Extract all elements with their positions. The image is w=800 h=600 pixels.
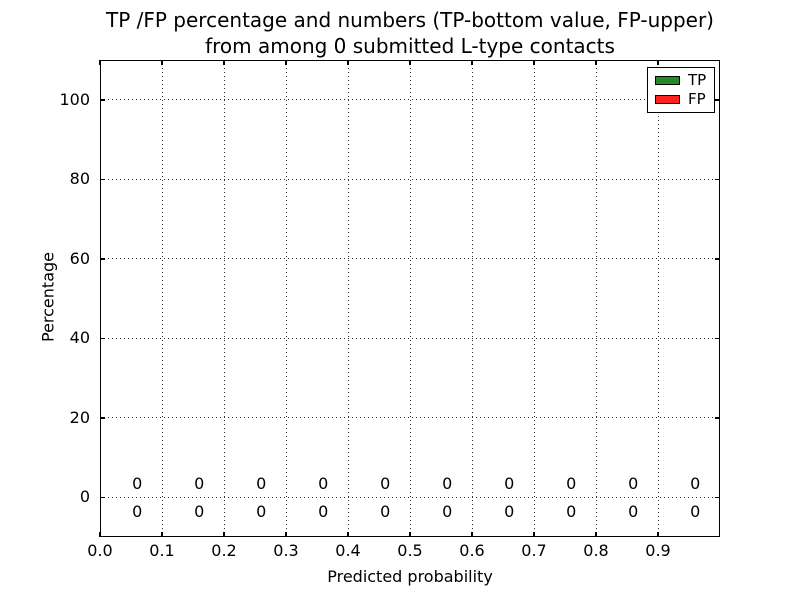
x-tick-bottom — [409, 532, 411, 537]
y-tick-label: 20 — [69, 407, 90, 427]
count-label-fp: 0 — [194, 473, 205, 493]
chart-title-line2: from among 0 submitted L-type contacts — [205, 34, 615, 58]
y-tick-right — [715, 178, 720, 180]
count-label-tp: 0 — [504, 501, 515, 521]
count-label-tp: 0 — [380, 501, 391, 521]
count-label-fp: 0 — [256, 473, 267, 493]
count-label-tp: 0 — [690, 501, 701, 521]
gridline-vertical — [409, 60, 411, 537]
count-label-tp: 0 — [318, 501, 329, 521]
y-tick-right — [715, 417, 720, 419]
x-tick-label: 0.7 — [521, 541, 547, 560]
y-tick-label: 100 — [59, 89, 90, 109]
tp-color-swatch — [655, 76, 680, 85]
legend: TP FP — [647, 67, 715, 113]
count-label-fp: 0 — [504, 473, 515, 493]
count-label-tp: 0 — [566, 501, 577, 521]
count-label-tp: 0 — [194, 501, 205, 521]
x-tick-label: 0.3 — [273, 541, 299, 560]
y-tick-right — [715, 99, 720, 101]
gridline-vertical — [657, 60, 659, 537]
x-tick-bottom — [595, 532, 597, 537]
x-tick-bottom — [347, 532, 349, 537]
x-tick-top — [347, 60, 349, 65]
x-tick-label: 0.1 — [149, 541, 175, 560]
chart-title: TP /FP percentage and numbers (TP-bottom… — [100, 7, 720, 59]
count-label-fp: 0 — [380, 473, 391, 493]
y-tick-right — [715, 496, 720, 498]
count-label-tp: 0 — [442, 501, 453, 521]
gridline-vertical — [161, 60, 163, 537]
y-tick-left — [100, 417, 105, 419]
x-tick-label: 0.0 — [87, 541, 113, 560]
x-tick-top — [471, 60, 473, 65]
x-tick-label: 0.6 — [459, 541, 485, 560]
y-tick-label: 60 — [69, 248, 90, 268]
y-tick-label: 80 — [69, 169, 90, 189]
count-label-tp: 0 — [256, 501, 267, 521]
count-label-fp: 0 — [566, 473, 577, 493]
x-tick-bottom — [657, 532, 659, 537]
x-tick-bottom — [533, 532, 535, 537]
legend-label-fp: FP — [688, 90, 706, 108]
count-label-fp: 0 — [442, 473, 453, 493]
x-tick-top — [595, 60, 597, 65]
fp-color-swatch — [655, 95, 680, 104]
x-tick-label: 0.9 — [645, 541, 671, 560]
chart-title-line1: TP /FP percentage and numbers (TP-bottom… — [106, 8, 714, 32]
x-tick-bottom — [285, 532, 287, 537]
y-tick-label: 40 — [69, 328, 90, 348]
y-tick-left — [100, 99, 105, 101]
x-tick-label: 0.2 — [211, 541, 237, 560]
x-tick-top — [285, 60, 287, 65]
x-tick-top — [533, 60, 535, 65]
gridline-vertical — [347, 60, 349, 537]
count-label-fp: 0 — [318, 473, 329, 493]
count-label-tp: 0 — [132, 501, 143, 521]
gridline-vertical — [533, 60, 535, 537]
x-tick-bottom — [223, 532, 225, 537]
count-label-fp: 0 — [628, 473, 639, 493]
y-tick-label: 0 — [79, 487, 90, 507]
gridline-vertical — [595, 60, 597, 537]
x-axis-label: Predicted probability — [327, 567, 493, 586]
count-label-fp: 0 — [132, 473, 143, 493]
y-tick-left — [100, 258, 105, 260]
x-tick-top — [99, 60, 101, 65]
x-tick-label: 0.4 — [335, 541, 361, 560]
x-tick-top — [409, 60, 411, 65]
x-tick-bottom — [161, 532, 163, 537]
x-tick-label: 0.5 — [397, 541, 423, 560]
legend-label-tp: TP — [688, 71, 707, 89]
y-tick-right — [715, 258, 720, 260]
y-tick-right — [715, 337, 720, 339]
x-tick-top — [161, 60, 163, 65]
legend-entry-tp: TP — [655, 71, 714, 90]
count-label-tp: 0 — [628, 501, 639, 521]
x-tick-bottom — [471, 532, 473, 537]
x-tick-bottom — [99, 532, 101, 537]
y-tick-left — [100, 337, 105, 339]
gridline-vertical — [285, 60, 287, 537]
x-tick-label: 0.8 — [583, 541, 609, 560]
count-label-fp: 0 — [690, 473, 701, 493]
y-tick-left — [100, 178, 105, 180]
x-tick-top — [223, 60, 225, 65]
x-tick-top — [657, 60, 659, 65]
gridline-vertical — [223, 60, 225, 537]
gridline-vertical — [471, 60, 473, 537]
legend-entry-fp: FP — [655, 90, 714, 109]
y-tick-left — [100, 496, 105, 498]
plot-area: TP FP 0 20 40 60 80 100 0.0 0.1 0.2 0.3 0.4 0.5 0.6 0… — [59, 60, 720, 560]
